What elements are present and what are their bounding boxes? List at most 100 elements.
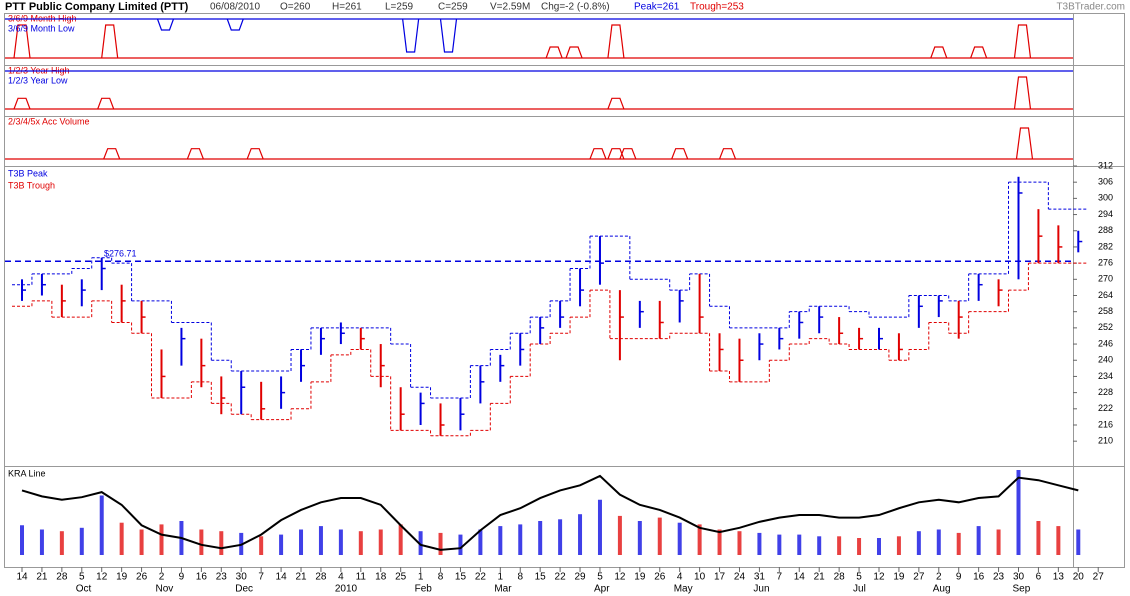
signal-pulse: [439, 18, 458, 53]
volume-bar: [259, 536, 264, 555]
x-tick-label: 10: [694, 572, 706, 583]
header-volume: V=2.59M: [490, 2, 530, 13]
signal-pulse: [103, 148, 121, 160]
month-label: Jul: [853, 584, 866, 595]
y-tick-label: 288: [1098, 225, 1113, 235]
volume-bar: [1016, 470, 1021, 555]
y-tick-label: 306: [1098, 177, 1113, 187]
panel-title: KRA Line: [8, 468, 46, 478]
x-tick-label: 23: [216, 572, 228, 583]
x-tick-label: 14: [276, 572, 288, 583]
volume-bar: [817, 536, 822, 555]
volume-bar: [518, 524, 523, 555]
volume-bar: [797, 534, 802, 555]
y-tick-label: 252: [1098, 322, 1113, 332]
x-tick-label: 27: [1093, 572, 1105, 583]
signal-pulse: [930, 46, 948, 59]
month-label: Sep: [1013, 584, 1031, 595]
volume-bar: [757, 532, 762, 555]
month-label: May: [674, 584, 693, 595]
x-tick-label: 14: [794, 572, 806, 583]
x-tick-label: 28: [315, 572, 327, 583]
y-tick-label: 294: [1098, 209, 1113, 219]
x-tick-label: 22: [475, 572, 487, 583]
volume-bar: [219, 531, 224, 555]
header-peak: Peak=261: [634, 2, 680, 13]
signal-pulse: [1015, 127, 1034, 160]
volume-bar: [458, 534, 463, 555]
signal-pulse: [101, 24, 119, 59]
month-label: Mar: [494, 584, 512, 595]
header-trough: Trough=253: [690, 2, 744, 13]
signal-pulse: [226, 18, 244, 31]
x-tick-label: 8: [517, 572, 523, 583]
signal-pulse: [565, 46, 583, 59]
volume-bar: [578, 514, 583, 555]
x-tick-label: 27: [913, 572, 925, 583]
reference-label: $276.71: [104, 249, 137, 259]
volume-bar: [1076, 529, 1081, 555]
volume-bar: [558, 519, 563, 555]
signal-pulse: [186, 148, 204, 160]
volume-bar: [1036, 521, 1041, 555]
volume-bar: [697, 524, 702, 555]
legend-label: 1/2/3 Year Low: [8, 75, 68, 85]
signal-pulse: [13, 24, 31, 59]
header-change: Chg=-2 (-0.8%): [541, 2, 610, 13]
signal-pulse: [545, 46, 563, 59]
month-label: Jun: [753, 584, 769, 595]
month-label: Apr: [594, 584, 610, 595]
y-tick-label: 228: [1098, 387, 1113, 397]
x-tick-label: 14: [16, 572, 28, 583]
x-tick-label: 7: [258, 572, 264, 583]
y-tick-label: 240: [1098, 355, 1113, 365]
signal-pulse: [718, 148, 737, 160]
x-tick-label: 16: [973, 572, 985, 583]
signal-pulse: [607, 24, 625, 59]
stock-title: PTT Public Company Limited (PTT): [5, 1, 189, 13]
header-high: H=261: [332, 2, 362, 13]
legend-label: 1/2/3 Year High: [8, 65, 70, 75]
x-tick-label: 23: [993, 572, 1005, 583]
volume-bar: [39, 529, 44, 555]
x-tick-label: 5: [597, 572, 603, 583]
y-tick-label: 276: [1098, 257, 1113, 267]
volume-bar: [119, 522, 124, 555]
legend-label: 2/3/4/5x Acc Volume: [8, 116, 90, 126]
volume-bar: [916, 531, 921, 555]
volume-bar: [657, 517, 662, 555]
month-label: Oct: [76, 584, 92, 595]
volume-bar: [20, 525, 24, 555]
x-tick-label: 29: [574, 572, 586, 583]
volume-bar: [279, 534, 284, 555]
x-tick-label: 16: [196, 572, 208, 583]
x-tick-label: 4: [677, 572, 683, 583]
y-tick-label: 312: [1098, 160, 1113, 170]
y-tick-label: 264: [1098, 290, 1113, 300]
y-tick-label: 246: [1098, 338, 1113, 348]
volume-bar: [637, 521, 642, 555]
y-tick-label: 282: [1098, 241, 1113, 251]
volume-bar: [936, 529, 941, 555]
x-tick-label: 21: [295, 572, 307, 583]
x-tick-label: 1: [418, 572, 424, 583]
volume-bar: [139, 529, 144, 555]
volume-bar: [1056, 526, 1061, 555]
signal-pulse: [607, 97, 625, 110]
x-tick-label: 2: [936, 572, 942, 583]
kra-line: [21, 474, 1079, 551]
legend-label: 3/6/9 Month High: [8, 13, 77, 23]
y-tick-label: 234: [1098, 371, 1113, 381]
header-date: 06/08/2010: [210, 2, 260, 13]
month-label: Feb: [415, 584, 433, 595]
x-tick-label: 25: [395, 572, 407, 583]
month-label: Dec: [235, 584, 253, 595]
volume-bar: [617, 515, 622, 555]
volume-bar: [777, 534, 782, 555]
legend-label: T3B Trough: [8, 180, 55, 190]
volume-bar: [338, 529, 343, 555]
volume-bar: [498, 526, 503, 555]
signal-pulse: [589, 148, 607, 160]
x-tick-label: 20: [1073, 572, 1085, 583]
